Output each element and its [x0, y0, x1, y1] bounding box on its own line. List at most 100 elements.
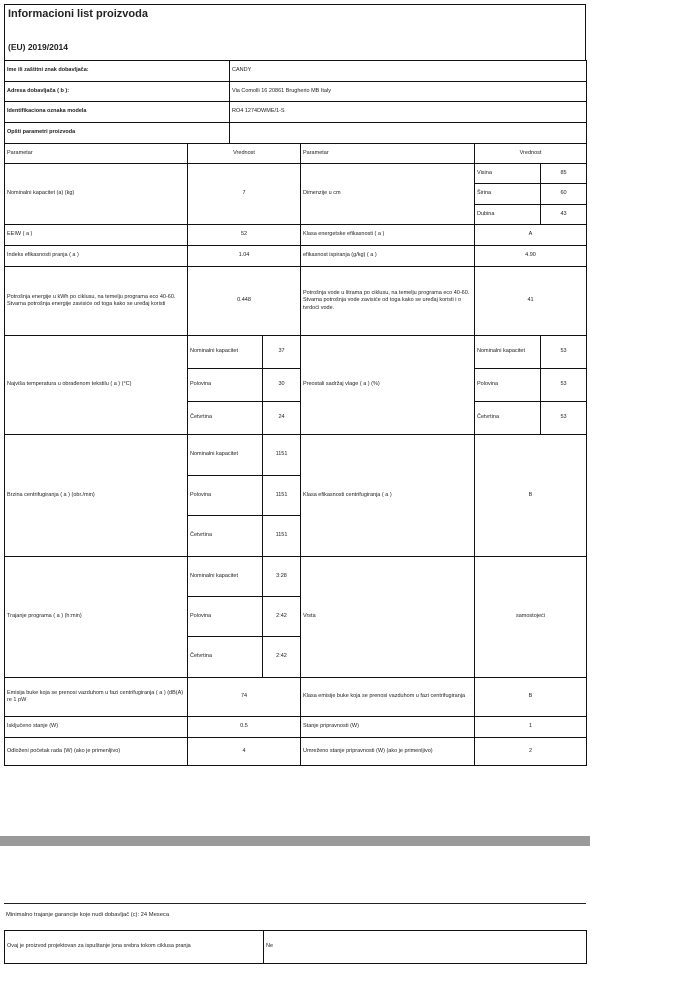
energy-class-value: A	[474, 224, 587, 246]
temp-nominal-label: Nominalni kapacitet	[187, 335, 263, 369]
table-row: Odloženi početak rada (W) (ako je primen…	[4, 737, 587, 766]
table-row: Najviša temperatura u obrađenom tekstilu…	[4, 335, 587, 435]
capacity-label: Nominalni kapacitet (a) (kg)	[4, 163, 188, 225]
noise-label: Emisija buke koja se prenosi vazduhom u …	[4, 677, 188, 717]
supplier-name-label: Ime ili zaštitni znak dobavljača:	[4, 60, 230, 82]
height-value: 85	[540, 163, 587, 184]
moisture-nominal-value: 53	[540, 335, 587, 369]
table-row: Adresa dobavljača ( b ): Via Comolli 16 2…	[4, 81, 587, 102]
depth-value: 43	[540, 204, 587, 225]
duration-nominal-label: Nominalni kapacitet	[187, 556, 263, 597]
duration-label: Trajanje programa ( a ) (h:min)	[4, 556, 188, 678]
wash-index-value: 1.04	[187, 245, 301, 267]
network-standby-label: Umreženo stanje pripravnosti (W) (ako je…	[300, 737, 475, 766]
table-row: Isključeno stanje (W) 0.5 Stanje priprav…	[4, 716, 587, 738]
duration-quarter-label: Četvrtina	[187, 636, 263, 678]
delay-value: 4	[187, 737, 301, 766]
model-id-label: Identifikaciona oznaka modela	[4, 101, 230, 123]
temp-half-label: Polovina	[187, 368, 263, 402]
silver-ion-label: Ovaj je proizvod projektovan za ispuštan…	[4, 930, 264, 964]
header-param-2: Parametar	[300, 143, 475, 164]
height-label: Visina	[474, 163, 541, 184]
depth-label: Dubina	[474, 204, 541, 225]
temperature-label: Najviša temperatura u obrađenom tekstilu…	[4, 335, 188, 435]
spin-class-label: Klasa efikasnosti centrifugiranja ( a )	[300, 434, 475, 557]
parameters-table: Parametar Vrednost Parametar Vrednost No…	[4, 143, 587, 766]
general-params-value	[229, 122, 587, 144]
off-value: 0.5	[187, 716, 301, 738]
moisture-label: Preostali sadržaj vlage ( a ) (%)	[300, 335, 475, 435]
page-separator	[0, 836, 590, 846]
moisture-quarter-label: Četvrtina	[474, 401, 541, 435]
table-row: Indeks efikasnosti pranja ( a ) 1.04 efi…	[4, 245, 587, 267]
divider	[4, 903, 586, 904]
moisture-nominal-label: Nominalni kapacitet	[474, 335, 541, 369]
standby-value: 1	[474, 716, 587, 738]
width-value: 60	[540, 183, 587, 205]
standby-label: Stanje pripravnosti (W)	[300, 716, 475, 738]
spin-quarter-value: 1151	[262, 515, 301, 557]
spin-label: Brzina centrifugiranja ( a ) (obr./min)	[4, 434, 188, 557]
capacity-value: 7	[187, 163, 301, 225]
network-standby-value: 2	[474, 737, 587, 766]
rinse-label: efikasnost ispiranja (g/kg) ( a )	[300, 245, 475, 267]
delay-label: Odloženi početak rada (W) (ako je primen…	[4, 737, 188, 766]
table-row: Emisija buke koja se prenosi vazduhom u …	[4, 677, 587, 717]
temp-half-value: 30	[262, 368, 301, 402]
temp-quarter-label: Četvrtina	[187, 401, 263, 435]
title-box: Informacioni list proizvoda (EU) 2019/20…	[4, 4, 586, 61]
table-row: EEIW ( a ) 52 Klasa energetske efikasnos…	[4, 224, 587, 246]
energy-label: Potrošnja energije u kWh po ciklusu, na …	[4, 266, 188, 336]
eeiw-value: 52	[187, 224, 301, 246]
type-value: samostojeći	[474, 556, 587, 678]
supplier-address-value: Via Comolli 16 20861 Brugherio MB Italy	[229, 81, 587, 102]
spin-nominal-value: 1151	[262, 434, 301, 476]
table-row: Trajanje programa ( a ) (h:min) Nominaln…	[4, 556, 587, 678]
duration-half-value: 2:42	[262, 596, 301, 637]
silver-ion-value: Ne	[263, 930, 587, 964]
table-row: Identifikaciona oznaka modela RO4 1274DWM…	[4, 101, 587, 123]
noise-value: 74	[187, 677, 301, 717]
table-row: Parametar Vrednost Parametar Vrednost	[4, 143, 587, 164]
regulation: (EU) 2019/2014	[8, 42, 69, 52]
temp-nominal-value: 37	[262, 335, 301, 369]
spin-half-value: 1151	[262, 475, 301, 516]
width-label: Širina	[474, 183, 541, 205]
dimensions-label: Dimenzije u cm	[300, 163, 475, 225]
table-row: Ime ili zaštitni znak dobavljača: CANDY	[4, 60, 587, 82]
warranty-text: Minimalno trajanje garancije koje nudi d…	[6, 912, 170, 918]
supplier-table: Ime ili zaštitni znak dobavljača: CANDY A…	[4, 60, 587, 144]
header-value: Vrednost	[187, 143, 301, 164]
moisture-quarter-value: 53	[540, 401, 587, 435]
table-row: Ovaj je proizvod projektovan za ispuštan…	[4, 930, 587, 964]
noise-class-label: Klasa emisije buke koja se prenosi vazdu…	[300, 677, 475, 717]
water-value: 41	[474, 266, 587, 336]
energy-class-label: Klasa energetske efikasnosti ( a )	[300, 224, 475, 246]
water-label: Potrošnja vode u litrama po ciklusu, na …	[300, 266, 475, 336]
silver-ion-table: Ovaj je proizvod projektovan za ispuštan…	[4, 930, 587, 964]
moisture-half-label: Polovina	[474, 368, 541, 402]
table-row: Opšti parametri proizvoda	[4, 122, 587, 144]
spin-quarter-label: Četvrtina	[187, 515, 263, 557]
supplier-address-label: Adresa dobavljača ( b ):	[4, 81, 230, 102]
noise-class-value: B	[474, 677, 587, 717]
model-id-value: RO4 1274DWME/1-S	[229, 101, 587, 123]
spin-nominal-label: Nominalni kapacitet	[187, 434, 263, 476]
table-row: Potrošnja energije u kWh po ciklusu, na …	[4, 266, 587, 336]
eeiw-label: EEIW ( a )	[4, 224, 188, 246]
table-row: Nominalni kapacitet (a) (kg) 7 Dimenzije…	[4, 163, 587, 225]
supplier-name-value: CANDY	[229, 60, 587, 82]
energy-value: 0.448	[187, 266, 301, 336]
header-param: Parametar	[4, 143, 188, 164]
duration-quarter-value: 2:42	[262, 636, 301, 678]
header-value-2: Vrednost	[474, 143, 587, 164]
off-label: Isključeno stanje (W)	[4, 716, 188, 738]
duration-nominal-value: 3:28	[262, 556, 301, 597]
temp-quarter-value: 24	[262, 401, 301, 435]
moisture-half-value: 53	[540, 368, 587, 402]
wash-index-label: Indeks efikasnosti pranja ( a )	[4, 245, 188, 267]
type-label: Vrsta	[300, 556, 475, 678]
rinse-value: 4.90	[474, 245, 587, 267]
general-params-label: Opšti parametri proizvoda	[4, 122, 230, 144]
table-row: Brzina centrifugiranja ( a ) (obr./min) …	[4, 434, 587, 557]
